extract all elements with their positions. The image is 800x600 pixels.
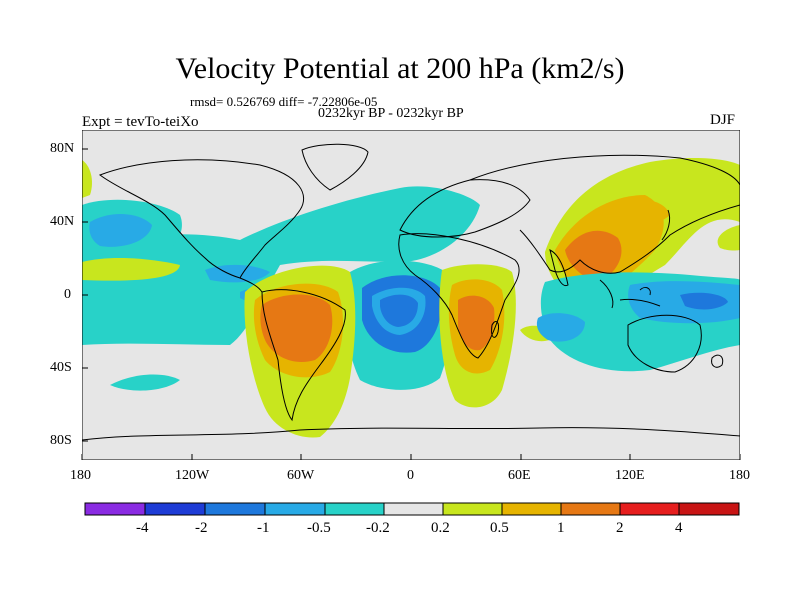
stats-label: rmsd= 0.526769 diff= -7.22806e-05	[190, 94, 378, 109]
colorbar-label: -0.5	[307, 520, 331, 536]
colorbar	[84, 502, 740, 516]
lat-label: 40S	[50, 360, 72, 375]
colorbar-box	[264, 502, 326, 516]
colorbar-label: 0.2	[431, 520, 450, 536]
colorbar-box	[84, 502, 146, 516]
season-label: DJF	[710, 112, 736, 128]
colorbar-label: -1	[257, 520, 270, 536]
lat-label: 0	[64, 287, 71, 302]
colorbar-box	[144, 502, 206, 516]
colorbar-box	[619, 502, 680, 516]
colorbar-label: 0.5	[490, 520, 509, 536]
lat-label: 80N	[50, 141, 75, 156]
colorbar-label: -4	[136, 520, 149, 536]
colorbar-label: 1	[557, 520, 565, 536]
lat-label: 40N	[50, 214, 75, 229]
lon-label: 60E	[508, 468, 531, 483]
colorbar-label: -2	[195, 520, 208, 536]
period-label: 0232kyr BP - 0232kyr BP	[318, 106, 464, 121]
lon-label: 0	[407, 468, 414, 483]
lon-label: 120E	[615, 468, 645, 483]
map-field	[82, 130, 740, 460]
colorbar-box	[383, 502, 444, 516]
colorbar-label: -0.2	[366, 520, 390, 536]
colorbar-label: 4	[675, 520, 683, 536]
lon-label: 60W	[287, 468, 315, 483]
colorbar-box	[501, 502, 562, 516]
colorbar-label: 2	[616, 520, 624, 536]
colorbar-box	[204, 502, 266, 516]
map-title: Velocity Potential at 200 hPa (km2/s)	[175, 52, 625, 85]
colorbar-box	[560, 502, 621, 516]
experiment-label: Expt = tevTo-teiXo	[82, 114, 199, 130]
lat-label: 80S	[50, 433, 72, 448]
colorbar-box	[324, 502, 385, 516]
colorbar-box	[442, 502, 503, 516]
lon-label: 180	[729, 468, 750, 483]
lon-label: 180	[70, 468, 91, 483]
axis-ticks	[81, 148, 741, 460]
colorbar-box	[678, 502, 740, 516]
lon-label: 120W	[175, 468, 210, 483]
